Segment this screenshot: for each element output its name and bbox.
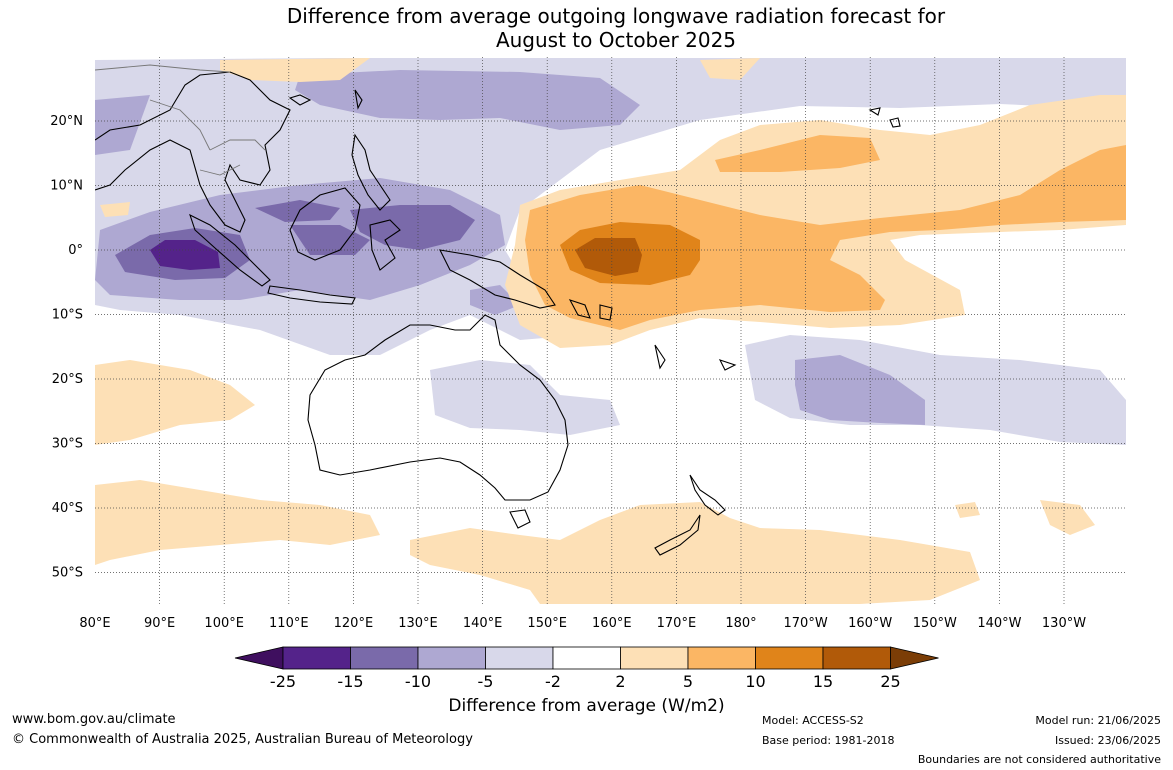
longitude-tick-label: 170°W [784,616,828,631]
colorbar-segment [755,646,824,670]
longitude-tick-label: 160°E [592,616,632,631]
longitude-tick-label: 150°W [913,616,957,631]
boundaries-disclaimer: Boundaries are not considered authoritat… [917,753,1161,766]
title-line-1: Difference from average outgoing longwav… [286,4,946,28]
latitude-tick-label: 10°S [52,308,83,323]
colorbar-tick-label: 10 [745,672,765,691]
colorbar-segment [350,646,419,670]
colorbar-extend-low [234,646,284,670]
anomaly-band-plus-5-to-plus-10 [525,135,1126,330]
colorbar-segment [552,646,621,670]
coastlines [95,71,901,556]
map-title: Difference from average outgoing longwav… [0,4,1173,52]
longitude-tick-label: 80°E [79,616,110,631]
colorbar-tick-label: 5 [683,672,693,691]
colorbar-segment [822,646,891,670]
colorbar-tick-label: 2 [615,672,625,691]
longitude-tick-label: 130°E [398,616,438,631]
longitude-tick-label: 160°W [848,616,892,631]
graticule [95,57,1126,604]
colorbar-title: Difference from average (W/m2) [448,696,725,716]
country-borders [95,64,266,176]
colorbar: -25 -15 -10 -5 -2 2 5 10 15 25 [234,646,939,691]
longitude-tick-label: 90°E [144,616,175,631]
colorbar-tick-label: 25 [880,672,900,691]
latitude-tick-labels: 20°N 10°N 0° 10°S 20°S 30°S 40°S 50°S [50,114,83,581]
model-run-date: Model run: 21/06/2025 [1035,714,1161,727]
copyright-text: © Commonwealth of Australia 2025, Austra… [12,732,473,747]
website-link[interactable]: www.bom.gov.au/climate [12,712,176,727]
longitude-tick-label: 130°W [1042,616,1086,631]
colorbar-tick-label: 15 [813,672,833,691]
longitude-tick-label: 120°E [334,616,374,631]
longitude-tick-label: 180° [725,616,756,631]
latitude-tick-label: 0° [68,243,83,258]
longitude-tick-label: 140°E [463,616,503,631]
colorbar-segment [620,646,689,670]
latitude-tick-label: 20°S [52,372,83,387]
longitude-tick-label: 100°E [204,616,244,631]
latitude-tick-label: 50°S [52,566,83,581]
colorbar-tick-label: -2 [545,672,561,691]
title-line-2: August to October 2025 [495,28,737,52]
latitude-tick-label: 10°N [50,179,83,194]
colorbar-segment [485,646,554,670]
colorbar-segment [282,646,351,670]
anomaly-band-minus-15-to-minus-25 [150,240,220,270]
anomaly-band-plus-15-to-plus-25 [575,238,642,276]
issued-date: Issued: 23/06/2025 [1054,734,1161,747]
colorbar-tick-label: -15 [337,672,363,691]
colorbar-segment [417,646,486,670]
colorbar-tick-label: -10 [405,672,431,691]
latitude-tick-label: 20°N [50,114,83,129]
longitude-tick-label: 140°W [977,616,1021,631]
latitude-tick-label: 40°S [52,501,83,516]
colorbar-extend-high [890,646,939,670]
model-name: Model: ACCESS-S2 [762,714,864,727]
anomaly-field [95,57,1126,604]
base-period: Base period: 1981-2018 [762,734,895,747]
longitude-tick-label: 150°E [527,616,567,631]
colorbar-segment [687,646,756,670]
longitude-tick-label: 170°E [657,616,697,631]
longitude-tick-label: 110°E [269,616,309,631]
longitude-tick-labels: 80°E 90°E 100°E 110°E 120°E 130°E 140°E 150°E 16… [79,616,1086,631]
latitude-tick-label: 30°S [52,437,83,452]
colorbar-tick-label: -25 [270,672,296,691]
colorbar-tick-label: -5 [478,672,494,691]
